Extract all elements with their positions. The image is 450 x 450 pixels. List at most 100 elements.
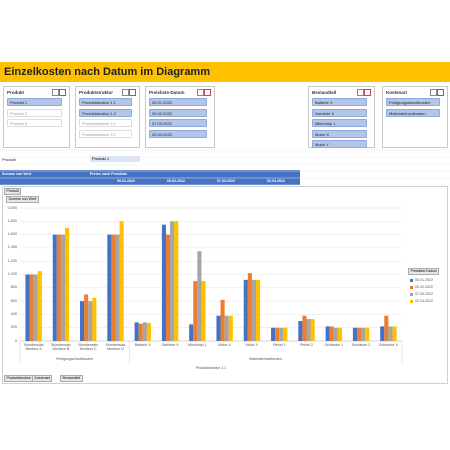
bar	[60, 234, 66, 341]
bar	[298, 321, 303, 341]
bar	[142, 322, 147, 341]
slicer-item: Produktstruktur 1.2	[79, 108, 132, 117]
bar	[325, 326, 330, 341]
slicer-icon	[430, 89, 437, 96]
slicer: Preisliste-Datum 05.01.2022 05.02.2022 07.0…	[145, 86, 215, 148]
bar	[88, 301, 93, 341]
slicer-item: 05.02.2022	[149, 108, 207, 117]
slicer: Produktstruktur Produktstruktur 1.1 Produk…	[75, 86, 140, 148]
slicer-title: Produktstruktur	[79, 90, 114, 95]
slicer-item: Materialeinzelkosten	[386, 108, 440, 117]
bar	[310, 319, 315, 341]
bar	[388, 326, 393, 341]
x-tick-label: Stundensatz Monteur D	[105, 343, 126, 352]
bar	[361, 327, 366, 341]
field-button: Kostenart	[32, 375, 53, 382]
group-label: Fertigungseinzelkosten	[56, 357, 94, 361]
bar	[107, 234, 112, 341]
bar	[29, 274, 34, 341]
pivot-column-field: Preise nach Preisliste	[90, 172, 128, 176]
group-label: Materialeinzelkosten	[249, 357, 282, 361]
slicer-icon	[357, 89, 364, 96]
bar	[174, 221, 179, 341]
slicer: Produkt Produkt 1 Produkt 2 Produkt 3	[3, 86, 70, 148]
bar	[247, 273, 252, 341]
slicer-item: Produktstruktur 3.1	[79, 129, 132, 138]
bar	[134, 322, 139, 341]
bar	[256, 279, 261, 341]
bar	[306, 319, 311, 341]
bar	[197, 251, 202, 341]
y-tick-label: 0	[14, 338, 17, 343]
field-button: Produktstruktur	[4, 375, 34, 382]
y-tick-label: 600	[10, 298, 17, 303]
x-tick-label: Stundensatz Monteur B	[50, 343, 71, 352]
bar	[243, 279, 248, 341]
title: Einzelkosten nach Datum im Diagramm	[4, 66, 210, 78]
bar	[356, 327, 362, 341]
slicer-item: 07.03.2022	[149, 119, 207, 127]
slicer-item: Batterie X	[312, 98, 367, 106]
bar	[111, 234, 116, 341]
bar	[146, 323, 151, 341]
x-tick-label: Motor Y	[245, 343, 259, 347]
legend-swatch	[410, 279, 413, 282]
slicer-item: Produktstruktur 2.1	[79, 119, 132, 127]
slicer-title: Preisliste-Datum	[149, 90, 185, 95]
bar	[275, 327, 280, 341]
bar	[52, 234, 57, 341]
slicer-icon	[204, 89, 211, 96]
bar	[56, 234, 61, 341]
bar	[84, 294, 89, 341]
bar	[193, 281, 198, 341]
bar	[228, 315, 233, 341]
x-tick-label: Stundensatz Monteur A	[23, 343, 44, 352]
legend-label: 05.01.2022	[415, 278, 433, 282]
field-button: Summe von Wert	[6, 196, 39, 203]
slicer-item: Getriebe X	[312, 108, 367, 117]
y-tick-label: 800	[10, 285, 17, 290]
chart-area	[2, 186, 448, 384]
legend-label: 07.03.2022	[415, 292, 433, 296]
pivot-column: 05.02.2022	[167, 179, 185, 183]
bar	[283, 327, 288, 341]
slicer-icon	[197, 89, 204, 96]
slicer-item: Produktstruktur 1.1	[79, 98, 132, 106]
slicer: Bestandteil Batterie X Getriebe X Mikrochip…	[308, 86, 375, 148]
legend-swatch	[410, 286, 413, 289]
bar	[352, 327, 357, 341]
bar	[170, 221, 175, 341]
outer-group-label: Produktstruktur 1.1	[195, 366, 227, 370]
slicer-icon	[129, 89, 136, 96]
x-tick-label: Schraube X	[378, 343, 398, 347]
bar	[216, 315, 221, 341]
field-button: Bestandteil	[60, 375, 83, 382]
y-tick-label: 1.200	[7, 258, 17, 263]
filter-value: Produkt 1	[90, 156, 140, 162]
bar	[92, 297, 97, 341]
bar	[80, 301, 85, 341]
slicer-icon	[59, 89, 66, 96]
slicer-title: Kostenart	[386, 90, 408, 95]
bar	[201, 281, 206, 341]
bar	[119, 221, 124, 341]
y-tick-label: 1.400	[7, 245, 17, 250]
legend-label: 05.02.2022	[415, 285, 433, 289]
pivot-bar	[0, 170, 300, 185]
bar	[224, 315, 229, 341]
bar	[189, 324, 194, 341]
y-tick-label: 200	[10, 325, 17, 330]
slicer-icon	[364, 89, 371, 96]
y-tick-label: 1.000	[7, 272, 17, 276]
bar	[337, 327, 342, 341]
bar	[25, 274, 30, 341]
bar	[251, 279, 257, 341]
bar	[37, 271, 42, 341]
bar	[333, 327, 338, 341]
bar	[302, 315, 307, 341]
x-tick-label: Mikrochip 1	[188, 343, 207, 347]
pivot-column: 07.03.2022	[217, 179, 235, 183]
x-tick-label: Pleuel 1	[272, 343, 286, 347]
